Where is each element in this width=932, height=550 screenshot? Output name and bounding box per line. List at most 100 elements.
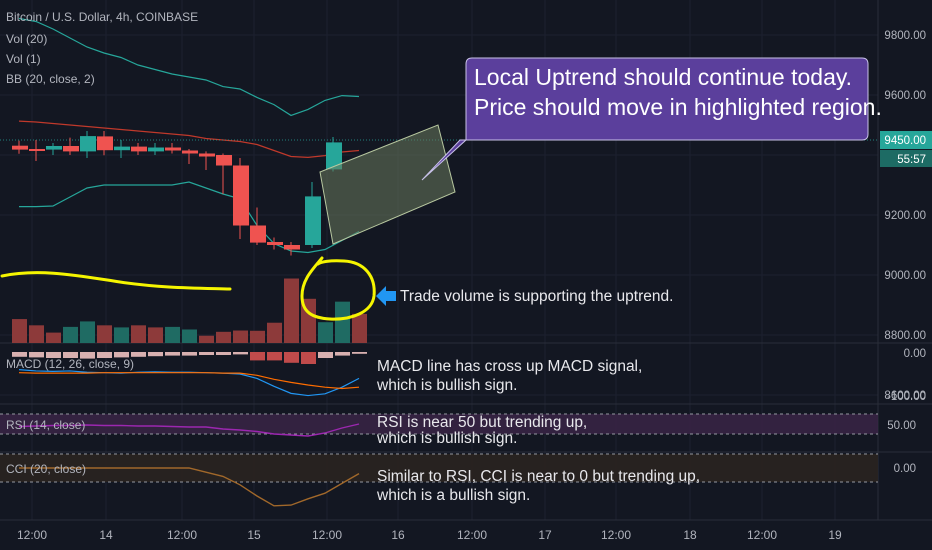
current-price-badge (880, 131, 932, 149)
rsi-note-line-2: which is bullish sign. (377, 430, 518, 447)
callout-line-1: Local Uptrend should continue today. (474, 64, 853, 90)
time-axis-label: 12:00 (601, 528, 631, 542)
volume-bar (97, 325, 112, 343)
rsi-note-line-1: RSI is near 50 but trending up, (377, 414, 588, 431)
indicator-vol20: Vol (20) (6, 32, 48, 46)
countdown-badge (880, 150, 932, 167)
time-axis-label: 17 (538, 528, 552, 542)
macd-histogram-bar (182, 352, 197, 356)
volume-bar (335, 301, 350, 343)
time-axis-label: 12:00 (747, 528, 777, 542)
candle-body (46, 146, 62, 150)
rsi-tick-label: 50.00 (887, 420, 916, 432)
cci-note-line-1: Similar to RSI, CCI is near to 0 but tre… (377, 468, 701, 485)
cci-line (19, 467, 360, 507)
volume-bar (29, 325, 44, 343)
volume-bar (233, 330, 248, 343)
volume-bar (182, 329, 197, 343)
volume-bar (63, 326, 78, 343)
macd-histogram-bar (233, 352, 248, 355)
macd-histogram-bar (284, 352, 299, 363)
macd-note-line-2: which is bullish sign. (377, 377, 518, 394)
volume-bar (46, 332, 61, 343)
time-axis-label: 14 (99, 528, 113, 542)
rsi-line (18, 423, 360, 437)
callout-text: Local Uptrend should continue today. Pri… (474, 62, 882, 122)
candle-body (63, 146, 79, 152)
macd-histogram-bar (148, 352, 163, 357)
macd-histogram-bar (352, 352, 367, 354)
candle-body (182, 150, 198, 154)
volume-bar (284, 278, 299, 343)
macd-histogram-bar (318, 352, 333, 358)
cci-label: CCI (20, close) (6, 462, 87, 476)
volume-bar (352, 313, 367, 343)
macd-signal-line (18, 372, 360, 390)
symbol-title: Bitcoin / U.S. Dollar, 4h, COINBASE (6, 10, 199, 24)
candle-body (326, 142, 342, 170)
candle-body (305, 196, 321, 245)
volume-bar (131, 325, 146, 343)
highlight-circle (300, 256, 376, 321)
arrow-icon (376, 286, 396, 306)
volume-bar (80, 321, 95, 343)
bb-basis-line (18, 120, 360, 159)
bb-lower-line (19, 181, 360, 254)
candle-body (131, 146, 147, 152)
macd-histogram-bar (63, 352, 78, 358)
price-tick-label: 8800.00 (884, 330, 926, 342)
macd-histogram-bar (80, 352, 95, 359)
macd-note-line-1: MACD line has cross up MACD signal, (377, 358, 643, 375)
time-axis-label: 12:00 (17, 528, 47, 542)
macd-histogram-bar (250, 352, 265, 361)
price-tick-label: 9000.00 (884, 270, 926, 282)
macd-histogram-bar (216, 352, 231, 355)
candle-body (80, 136, 96, 152)
time-axis-label: 18 (683, 528, 697, 542)
candle-body (114, 146, 130, 151)
macd-histogram-bar (97, 352, 112, 358)
candle-body (12, 145, 28, 150)
bb-upper-line (18, 17, 360, 117)
volume-bar (216, 331, 231, 343)
macd-histogram-bar (301, 352, 316, 364)
macd-histogram-bar (46, 352, 61, 358)
price-tick-label: 9200.00 (884, 210, 926, 222)
rsi-label: RSI (14, close) (6, 418, 86, 432)
time-axis-label: 12:00 (167, 528, 197, 542)
volume-bar (250, 330, 265, 343)
macd-histogram-bar (131, 352, 146, 357)
time-axis-label: 12:00 (457, 528, 487, 542)
time-axis-label: 15 (247, 528, 261, 542)
candle-body (199, 153, 215, 157)
candle-body (216, 155, 232, 166)
highlight-stroke (0, 271, 232, 291)
callout-bubble (421, 57, 869, 181)
current-price-label: 9450.00 (884, 135, 926, 147)
cci-tick-label: 0.00 (894, 463, 916, 475)
indicator-vol1: Vol (1) (6, 52, 41, 66)
callout-line-2: Price should move in highlighted region. (474, 94, 882, 120)
candle-body (284, 245, 300, 250)
volume-bar (114, 327, 129, 343)
candle-body (29, 149, 45, 151)
macd-histogram-bar (267, 352, 282, 361)
macd-histogram-bar (114, 352, 129, 358)
candle-body (165, 147, 181, 151)
macd-tick-label: -100.00 (887, 391, 926, 403)
candle-body (97, 136, 113, 151)
price-tick-label: 9800.00 (884, 30, 926, 42)
candle-body (148, 147, 164, 152)
price-tick-label: 8600.00 (884, 390, 926, 402)
volume-bar (199, 335, 214, 343)
macd-histogram-bar (165, 352, 180, 356)
indicator-bb: BB (20, close, 2) (6, 72, 95, 86)
candle-body (233, 165, 249, 226)
volume-bar (12, 319, 27, 343)
time-axis-label: 19 (828, 528, 842, 542)
candle-body (250, 225, 266, 243)
time-axis-label: 16 (391, 528, 405, 542)
macd-histogram-bar (12, 352, 27, 357)
macd-histogram-bar (29, 352, 44, 358)
